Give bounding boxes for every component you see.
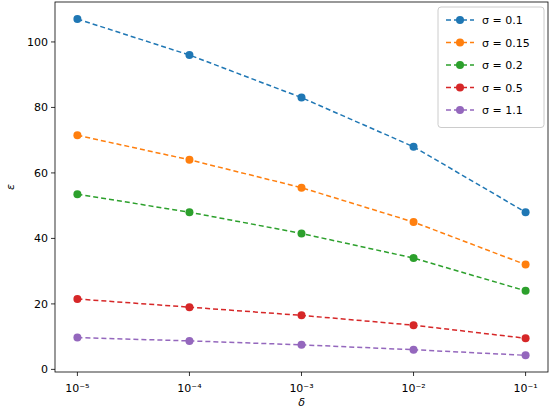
- legend-label: σ = 1.1: [482, 104, 523, 117]
- legend-marker: [456, 106, 464, 114]
- data-point: [297, 311, 305, 319]
- x-tick: [189, 372, 190, 376]
- y-tick-label: 60: [34, 167, 48, 180]
- data-point: [522, 208, 530, 216]
- series-line: [77, 194, 525, 291]
- x-tick-label: 10⁻⁵: [65, 382, 89, 395]
- series-line: [77, 338, 525, 356]
- data-point: [410, 346, 418, 354]
- x-tick-label: 10⁻¹: [513, 382, 537, 395]
- x-tick: [301, 372, 302, 376]
- data-point: [73, 295, 81, 303]
- legend-marker: [456, 16, 464, 24]
- legend-label: σ = 0.5: [482, 82, 523, 95]
- plot-frame: [55, 2, 548, 372]
- data-point: [185, 51, 193, 59]
- data-point: [73, 15, 81, 23]
- y-tick: [51, 107, 55, 108]
- y-tick: [51, 41, 55, 42]
- data-point: [410, 143, 418, 151]
- data-point: [297, 341, 305, 349]
- data-point: [73, 131, 81, 139]
- data-point: [185, 208, 193, 216]
- chart: 10⁻⁵ 10⁻⁴ 10⁻³ 10⁻² 10⁻¹ 0 20 40 60 80 100 δ ε σ = 0.…: [0, 0, 550, 412]
- legend-box: [438, 7, 544, 128]
- y-tick: [51, 303, 55, 304]
- data-point: [297, 229, 305, 237]
- x-tick: [525, 372, 526, 376]
- data-point: [410, 254, 418, 262]
- data-point: [297, 94, 305, 102]
- legend-marker: [456, 39, 464, 47]
- legend-marker: [456, 61, 464, 69]
- data-point: [73, 190, 81, 198]
- data-point: [297, 184, 305, 192]
- y-tick: [51, 369, 55, 370]
- y-tick-label: 80: [34, 101, 48, 114]
- x-tick-label: 10⁻²: [401, 382, 425, 395]
- series-line: [77, 135, 525, 264]
- data-point: [522, 287, 530, 295]
- series-line: [77, 299, 525, 338]
- plot-area: [73, 15, 529, 359]
- data-point: [185, 156, 193, 164]
- y-tick-label: 0: [41, 363, 48, 376]
- data-point: [522, 334, 530, 342]
- y-tick-label: 20: [34, 298, 48, 311]
- y-tick: [51, 238, 55, 239]
- legend-label: σ = 0.15: [482, 37, 530, 50]
- data-point: [185, 303, 193, 311]
- data-point: [185, 337, 193, 345]
- x-tick: [413, 372, 414, 376]
- x-tick-label: 10⁻⁴: [177, 382, 202, 395]
- y-tick-label: 100: [27, 36, 48, 49]
- data-point: [410, 321, 418, 329]
- legend-marker: [456, 84, 464, 92]
- data-point: [522, 261, 530, 269]
- legend-label: σ = 0.1: [482, 14, 523, 27]
- x-tick: [77, 372, 78, 376]
- data-point: [410, 218, 418, 226]
- legend: σ = 0.1 σ = 0.15 σ = 0.2 σ = 0.5 σ = 1.1: [438, 7, 544, 128]
- y-tick: [51, 172, 55, 173]
- y-axis-label: ε: [4, 184, 17, 190]
- legend-label: σ = 0.2: [482, 59, 523, 72]
- data-point: [522, 351, 530, 359]
- y-tick-label: 40: [34, 232, 48, 245]
- x-axis-label: δ: [298, 396, 305, 409]
- data-point: [73, 334, 81, 342]
- x-tick-label: 10⁻³: [289, 382, 313, 395]
